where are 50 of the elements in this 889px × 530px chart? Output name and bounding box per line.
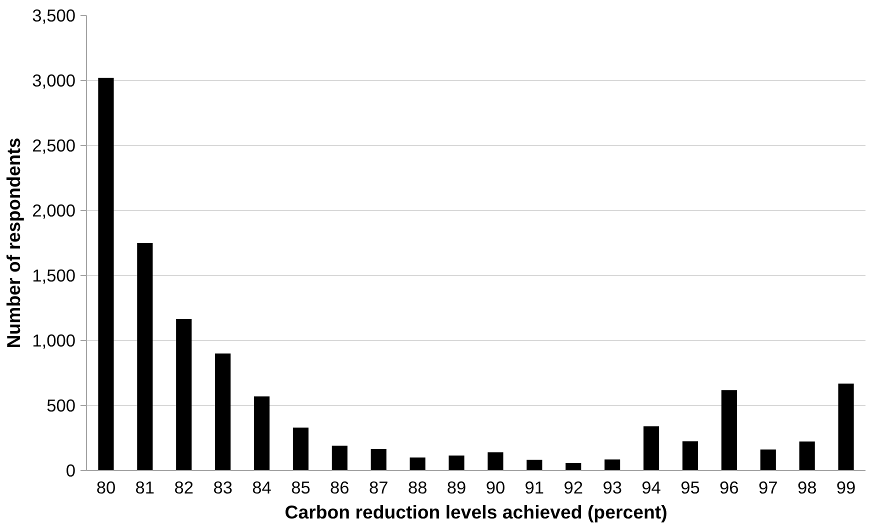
y-tick-label: 500: [46, 396, 76, 416]
x-tick-label: 87: [368, 478, 388, 498]
y-tick-label: 1,000: [32, 330, 76, 350]
x-tick-label: 85: [291, 478, 310, 498]
y-tick-label: 2,000: [32, 200, 76, 220]
x-tick-label: 91: [524, 478, 544, 498]
x-tick-label: 89: [446, 478, 466, 498]
x-tick-label: 86: [330, 478, 350, 498]
bar: [176, 319, 192, 470]
bar: [215, 354, 231, 470]
bar: [838, 384, 854, 470]
bar: [410, 458, 426, 470]
bar: [137, 243, 153, 470]
x-tick-label: 93: [602, 478, 622, 498]
x-tick-label: 82: [174, 478, 194, 498]
bar: [682, 441, 698, 470]
y-axis-title: Number of respondents: [3, 138, 24, 348]
y-tick-label: 0: [66, 460, 76, 480]
bar: [98, 78, 114, 470]
y-tick-label: 3,000: [32, 70, 76, 90]
bar: [721, 390, 737, 470]
x-tick-label: 94: [642, 478, 662, 498]
bar: [332, 446, 348, 470]
bar: [370, 449, 386, 470]
bar: [604, 459, 620, 470]
bar: [254, 396, 270, 470]
bar: [488, 452, 504, 470]
y-tick-label: 1,500: [32, 266, 76, 286]
x-tick-label: 96: [720, 478, 739, 498]
bar: [292, 428, 309, 470]
x-tick-label: 99: [836, 478, 856, 498]
y-tick-label: 2,500: [32, 136, 76, 156]
bar: [448, 456, 464, 470]
x-tick-label: 80: [96, 478, 116, 498]
bar: [566, 462, 582, 470]
bar: [643, 426, 660, 470]
x-tick-label: 84: [252, 478, 272, 498]
x-tick-label: 81: [135, 478, 155, 498]
x-tick-label: 92: [564, 478, 584, 498]
bar: [760, 449, 776, 470]
x-tick-label: 97: [758, 478, 778, 498]
x-tick-label: 88: [408, 478, 428, 498]
bar: [526, 460, 542, 470]
x-tick-label: 98: [797, 478, 817, 498]
x-tick-label: 90: [486, 478, 506, 498]
x-axis-title: Carbon reduction levels achieved (percent): [284, 502, 668, 522]
x-tick-label: 83: [213, 478, 232, 498]
x-tick-label: 95: [680, 478, 700, 498]
y-tick-label: 3,500: [32, 6, 76, 26]
bar: [799, 442, 815, 470]
